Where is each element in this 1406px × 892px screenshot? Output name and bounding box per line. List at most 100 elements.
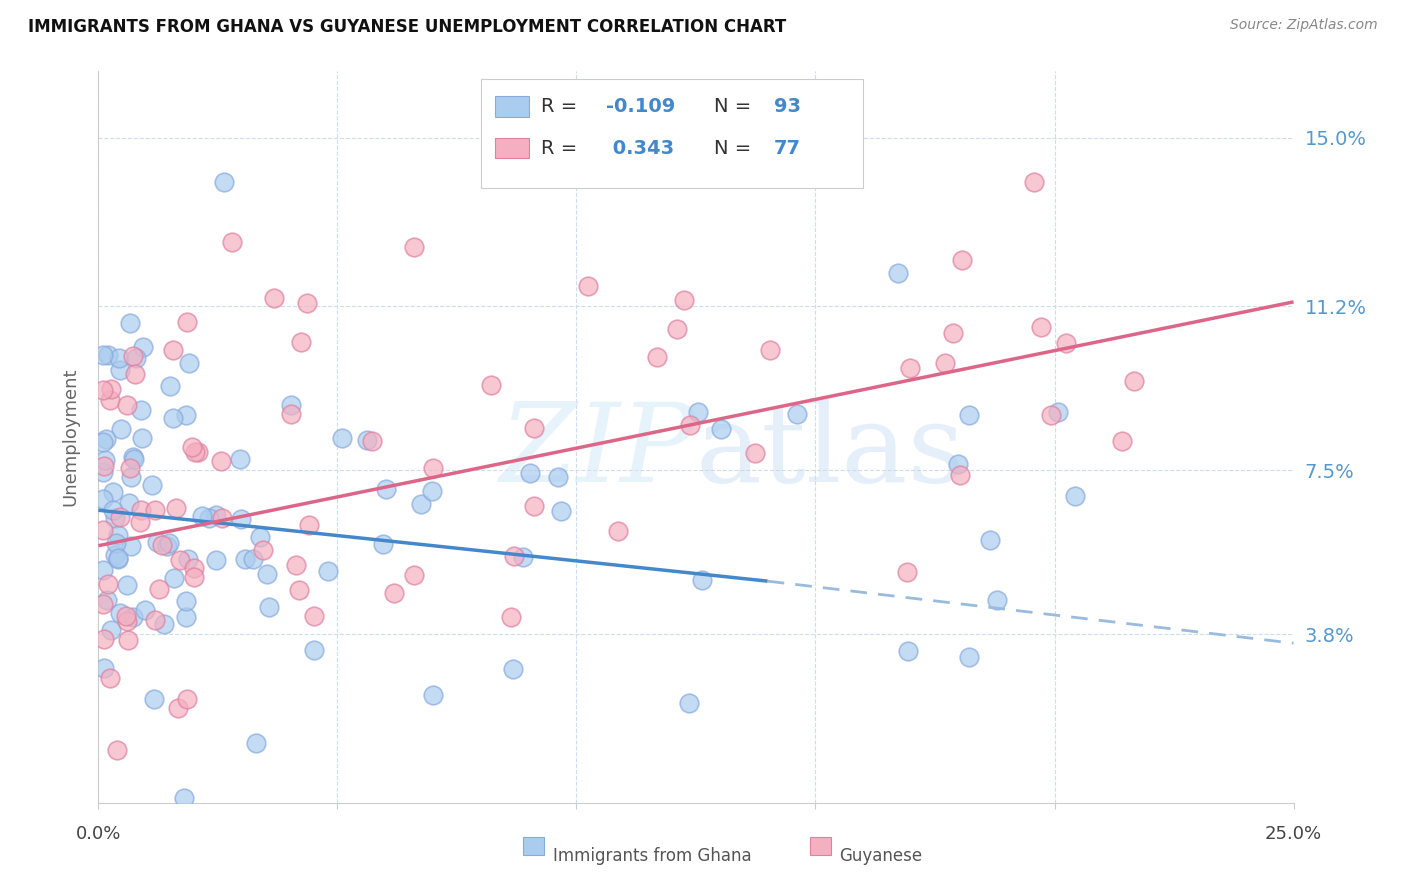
- Point: [1111, 434, 1133, 448]
- Point: [1063, 489, 1085, 503]
- Point: [957, 408, 980, 422]
- Point: [118, 316, 141, 330]
- Point: [710, 422, 733, 436]
- Point: [183, 561, 205, 575]
- Point: [209, 454, 232, 468]
- Point: [97, 577, 120, 591]
- Point: [120, 539, 142, 553]
- Point: [512, 549, 534, 564]
- Point: [91, 597, 114, 611]
- Point: [288, 582, 311, 597]
- Point: [141, 477, 163, 491]
- Point: [150, 538, 173, 552]
- Point: [692, 573, 714, 587]
- Point: [187, 445, 209, 459]
- Point: [91, 523, 114, 537]
- Point: [547, 470, 569, 484]
- Point: [523, 421, 546, 435]
- Text: IMMIGRANTS FROM GHANA VS GUYANESE UNEMPLOYMENT CORRELATION CHART: IMMIGRANTS FROM GHANA VS GUYANESE UNEMPL…: [28, 18, 786, 36]
- Point: [98, 393, 121, 408]
- Point: [120, 470, 142, 484]
- Text: Guyanese: Guyanese: [839, 847, 922, 864]
- Point: [91, 563, 114, 577]
- Point: [673, 293, 696, 307]
- Text: R =: R =: [541, 138, 583, 158]
- Point: [108, 363, 131, 377]
- Point: [108, 351, 131, 365]
- Point: [159, 379, 181, 393]
- Point: [1047, 405, 1070, 419]
- Point: [94, 453, 117, 467]
- Point: [499, 610, 522, 624]
- Point: [1123, 374, 1146, 388]
- Point: [169, 553, 191, 567]
- Point: [235, 552, 257, 566]
- Point: [688, 404, 710, 418]
- Point: [122, 609, 145, 624]
- Point: [214, 175, 236, 189]
- Point: [979, 533, 1001, 548]
- Point: [295, 296, 318, 310]
- Text: ZIP: ZIP: [501, 398, 696, 506]
- Point: [167, 701, 190, 715]
- Point: [302, 642, 325, 657]
- Text: 0.343: 0.343: [606, 138, 675, 158]
- Point: [786, 407, 808, 421]
- Point: [252, 543, 274, 558]
- Point: [502, 549, 524, 563]
- Y-axis label: Unemployment: Unemployment: [62, 368, 80, 507]
- Point: [91, 383, 114, 397]
- Point: [93, 661, 115, 675]
- Point: [523, 500, 546, 514]
- Point: [502, 662, 524, 676]
- Point: [174, 408, 197, 422]
- Point: [117, 633, 139, 648]
- Point: [93, 632, 115, 646]
- Point: [91, 434, 114, 449]
- Text: N =: N =: [714, 138, 758, 158]
- Point: [221, 235, 243, 250]
- Point: [519, 466, 541, 480]
- Point: [105, 743, 128, 757]
- Point: [132, 340, 155, 354]
- Text: 25.0%: 25.0%: [1265, 825, 1322, 843]
- Point: [371, 537, 394, 551]
- Point: [142, 691, 165, 706]
- Text: 93: 93: [773, 97, 800, 116]
- Point: [263, 291, 285, 305]
- Point: [129, 503, 152, 517]
- Point: [949, 467, 972, 482]
- Point: [550, 504, 572, 518]
- Point: [1054, 335, 1077, 350]
- Point: [257, 600, 280, 615]
- Point: [96, 592, 118, 607]
- Point: [107, 528, 129, 542]
- Point: [887, 266, 910, 280]
- Point: [115, 398, 138, 412]
- Point: [100, 383, 122, 397]
- Bar: [495, 96, 529, 117]
- Point: [1031, 319, 1053, 334]
- Point: [204, 553, 226, 567]
- Point: [481, 378, 503, 392]
- Point: [356, 433, 378, 447]
- Bar: [495, 138, 529, 159]
- Point: [375, 482, 398, 496]
- Text: R =: R =: [541, 97, 583, 116]
- Point: [422, 484, 444, 499]
- Point: [957, 649, 980, 664]
- Point: [948, 457, 970, 471]
- Point: [361, 434, 384, 448]
- Point: [97, 348, 120, 362]
- Point: [91, 465, 114, 479]
- Point: [1039, 408, 1062, 422]
- Point: [302, 608, 325, 623]
- Point: [176, 691, 198, 706]
- Point: [163, 571, 186, 585]
- Point: [422, 688, 444, 702]
- Point: [94, 432, 117, 446]
- Point: [105, 536, 128, 550]
- Point: [180, 440, 202, 454]
- Point: [124, 368, 146, 382]
- Point: [129, 403, 152, 417]
